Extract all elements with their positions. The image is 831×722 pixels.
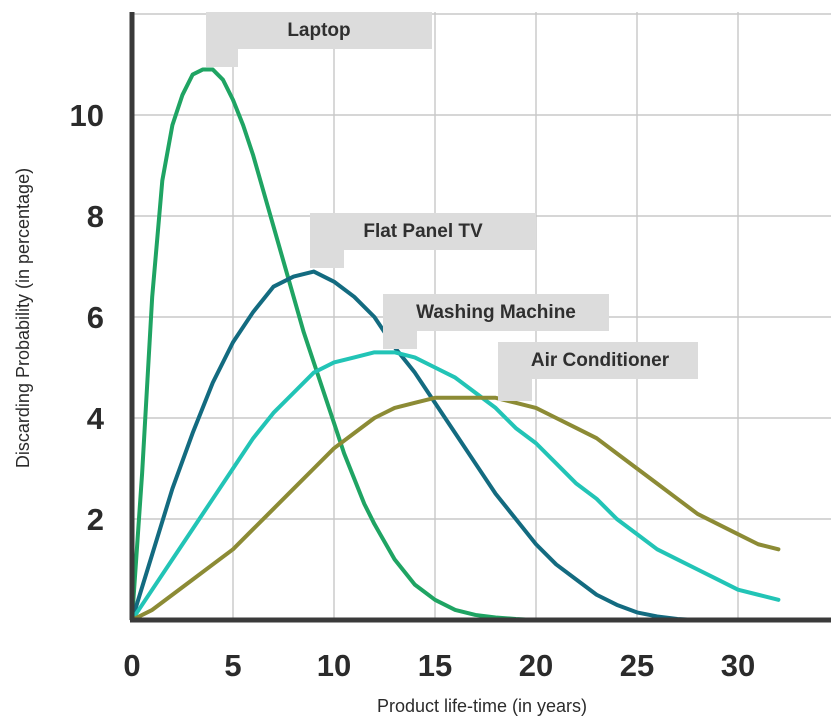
callout-label: Air Conditioner <box>531 350 670 371</box>
callout-flat-panel-tv: Flat Panel TV <box>310 213 536 268</box>
callout-box <box>310 213 536 250</box>
x-tick-label: 0 <box>123 648 140 683</box>
series-callouts: Laptop Flat Panel TV Washing Machine Air Co… <box>206 12 698 401</box>
x-tick-label: 25 <box>620 648 654 683</box>
callout-box <box>383 294 609 331</box>
callout-pointer <box>206 49 238 67</box>
x-tick-label: 20 <box>519 648 553 683</box>
x-tick-label: 5 <box>224 648 241 683</box>
y-axis-title: Discarding Probability (in percentage) <box>13 168 33 468</box>
callout-laptop: Laptop <box>206 12 432 67</box>
callout-box <box>498 342 698 379</box>
callout-box <box>206 12 432 49</box>
series-line-air-conditioner <box>130 395 781 622</box>
y-tick-label: 8 <box>87 199 104 234</box>
series-line-laptop <box>130 67 538 622</box>
y-tick-label: 6 <box>87 300 104 335</box>
callout-pointer <box>498 379 532 401</box>
x-axis-title: Product life-time (in years) <box>377 696 587 716</box>
x-tick-label: 15 <box>418 648 452 683</box>
callout-label: Laptop <box>287 20 350 41</box>
series-line-flat-panel-tv <box>130 269 700 622</box>
callout-label: Washing Machine <box>416 302 576 323</box>
callout-washing-machine: Washing Machine <box>383 294 609 349</box>
callout-air-conditioner: Air Conditioner <box>498 342 698 401</box>
x-tick-label: 30 <box>721 648 755 683</box>
y-tick-label: 4 <box>87 401 105 436</box>
callout-pointer <box>383 331 417 349</box>
series-line-washing-machine <box>130 350 781 622</box>
callout-pointer <box>310 250 344 268</box>
y-tick-label: 10 <box>70 98 104 133</box>
axes <box>129 12 831 623</box>
x-tick-label: 10 <box>317 648 351 683</box>
y-tick-label: 2 <box>87 502 104 537</box>
callout-label: Flat Panel TV <box>363 221 483 242</box>
tick-labels: 0 5 10 15 20 25 30 2 4 6 8 10 <box>70 98 756 683</box>
series-lines <box>130 67 781 622</box>
